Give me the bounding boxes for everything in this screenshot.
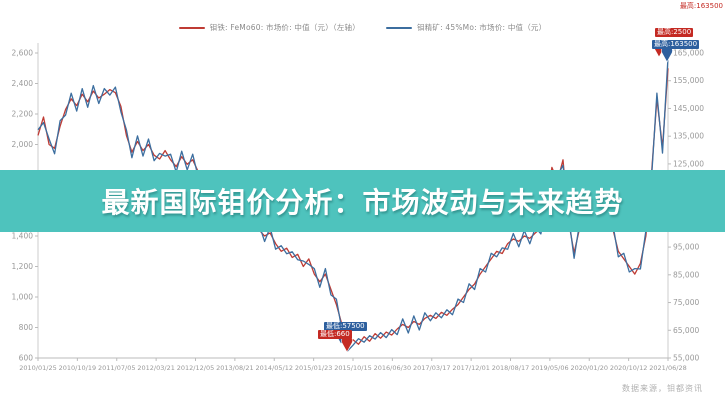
left-axis-tick-label: 1,400 bbox=[12, 232, 34, 241]
left-axis-tick-label: 2,000 bbox=[12, 140, 34, 149]
legend-item-femo60[interactable]: 钼铁: FeMo60: 市场价: 中值（元）（左轴） bbox=[178, 22, 360, 33]
legend-item-concentrate[interactable]: 钼精矿: 45%Mo: 市场价: 中值（元） bbox=[385, 22, 547, 33]
max-badge-red: 最高:2500 bbox=[655, 28, 694, 37]
left-axis-tick-label: 2,200 bbox=[12, 110, 34, 119]
series-line-red[interactable] bbox=[37, 68, 669, 350]
left-axis-tick-label: 600 bbox=[19, 354, 34, 363]
max-badge-blue: 最高:163500 bbox=[652, 40, 700, 49]
headline-banner: 最新国际钼价分析：市场波动与未来趋势 bbox=[0, 170, 725, 232]
x-axis-tick-label: 2018/08/17 bbox=[492, 364, 529, 372]
legend-label-femo60: 钼铁: FeMo60: 市场价: 中值（元）（左轴） bbox=[209, 23, 360, 32]
x-axis-tick-label: 2020/10/12 bbox=[610, 364, 647, 372]
left-axis-tick-label: 800 bbox=[19, 323, 34, 332]
x-axis-tick-label: 2014/05/12 bbox=[256, 364, 293, 372]
red-line-swatch-icon bbox=[178, 26, 205, 29]
right-axis-tick-label: 95,000 bbox=[673, 243, 699, 252]
min-badge-blue: 最低:57500 bbox=[324, 322, 367, 331]
source-watermark: 数据来源，钼都资讯 bbox=[622, 384, 703, 393]
chart-legend: 钼铁: FeMo60: 市场价: 中值（元）（左轴） 钼精矿: 45%Mo: 市… bbox=[0, 22, 725, 33]
legend-label-concentrate: 钼精矿: 45%Mo: 市场价: 中值（元） bbox=[416, 23, 547, 32]
right-axis-tick-label: 85,000 bbox=[673, 270, 699, 279]
corner-max-note: 最高:163500 bbox=[679, 2, 723, 10]
left-axis-tick-label: 2,600 bbox=[12, 49, 34, 58]
x-axis-tick-label: 2015/01/23 bbox=[295, 364, 332, 372]
x-axis-tick-label: 2015/10/15 bbox=[334, 364, 371, 372]
right-axis-tick-label: 125,000 bbox=[673, 159, 704, 168]
x-axis-tick-label: 2010/01/25 bbox=[19, 364, 56, 372]
headline-title: 最新国际钼价分析：市场波动与未来趋势 bbox=[101, 186, 624, 219]
x-axis-tick-label: 2020/01/20 bbox=[571, 364, 608, 372]
left-axis-tick-label: 2,400 bbox=[12, 79, 34, 88]
right-axis-tick-label: 165,000 bbox=[673, 49, 704, 58]
x-axis-tick-label: 2017/03/17 bbox=[413, 364, 450, 372]
left-axis-tick-label: 1,200 bbox=[12, 262, 34, 271]
x-axis-tick-label: 2012/12/05 bbox=[177, 364, 214, 372]
right-axis-tick-label: 135,000 bbox=[673, 132, 704, 141]
right-axis-tick-label: 145,000 bbox=[673, 104, 704, 113]
x-axis-tick-label: 2011/07/05 bbox=[98, 364, 135, 372]
x-axis-tick-label: 2019/05/06 bbox=[531, 364, 568, 372]
left-axis-tick-label: 1,000 bbox=[12, 293, 34, 302]
blue-line-swatch-icon bbox=[385, 26, 412, 29]
x-axis-tick-label: 2021/06/28 bbox=[649, 364, 686, 372]
x-axis-tick-label: 2010/10/19 bbox=[59, 364, 96, 372]
x-axis-tick-label: 2012/03/21 bbox=[137, 364, 174, 372]
series-line-blue[interactable] bbox=[37, 57, 669, 352]
x-axis-tick-label: 2017/12/01 bbox=[452, 364, 489, 372]
right-axis-tick-label: 65,000 bbox=[673, 326, 699, 335]
x-axis-tick-label: 2016/06/30 bbox=[374, 364, 411, 372]
min-badge-red: 最低:660 bbox=[318, 330, 352, 339]
right-axis-tick-label: 155,000 bbox=[673, 76, 704, 85]
right-axis-tick-label: 75,000 bbox=[673, 298, 699, 307]
right-axis-tick-label: 55,000 bbox=[673, 354, 699, 363]
x-axis-tick-label: 2013/08/21 bbox=[216, 364, 253, 372]
